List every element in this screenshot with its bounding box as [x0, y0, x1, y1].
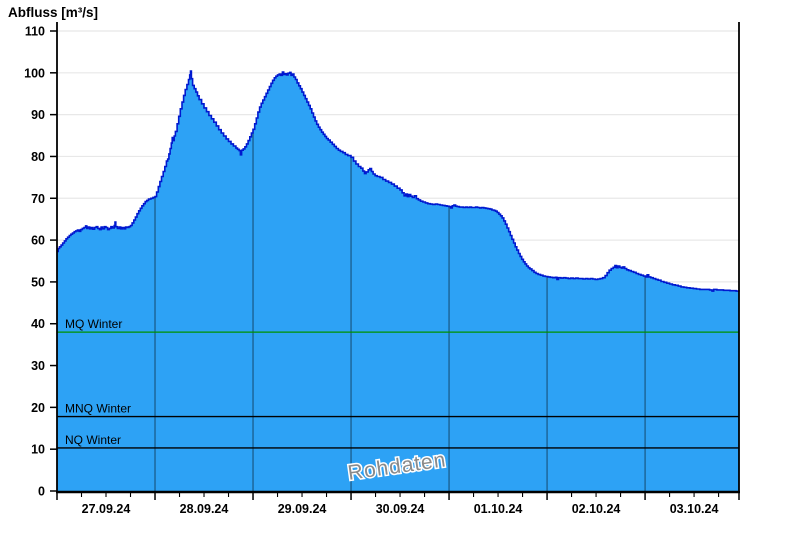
x-axis-ticks: 27.09.24 28.09.24 29.09.24 30.09.24 01.10.24…: [56, 493, 740, 516]
x-day-label: 29.09.24: [278, 502, 327, 516]
x-day-label: 30.09.24: [376, 502, 425, 516]
y-tick-label: 50: [31, 275, 45, 289]
y-tick-label: 20: [31, 401, 45, 415]
axes: [56, 22, 740, 494]
discharge-curve: [57, 70, 740, 292]
y-axis-ticks: 0 10 20 30 40 50 60 70 80 90 100 110: [24, 25, 57, 499]
y-tick-label: 70: [31, 192, 45, 206]
x-day-label: 02.10.24: [572, 502, 621, 516]
reference-label-mq-winter: MQ Winter: [65, 317, 122, 331]
y-tick-label: 30: [31, 359, 45, 373]
chart-title: Abfluss [m³/s]: [8, 5, 98, 20]
reference-label-mnq-winter: MNQ Winter: [65, 402, 131, 416]
y-tick-label: 40: [31, 317, 45, 331]
y-tick-label: 110: [25, 25, 45, 39]
y-tick-label: 0: [38, 485, 45, 499]
discharge-area: [57, 71, 739, 491]
reference-label-nq-winter: NQ Winter: [65, 433, 121, 447]
x-day-label: 28.09.24: [180, 502, 229, 516]
y-tick-label: 80: [31, 150, 45, 164]
x-day-label: 01.10.24: [474, 502, 523, 516]
y-tick-label: 10: [31, 443, 45, 457]
y-tick-label: 60: [31, 234, 45, 248]
y-tick-label: 100: [24, 66, 45, 80]
y-tick-label: 90: [31, 108, 45, 122]
reference-lines: MQ Winter MNQ Winter NQ Winter: [57, 317, 739, 449]
x-day-label: 03.10.24: [670, 502, 719, 516]
x-day-label: 27.09.24: [82, 502, 131, 516]
